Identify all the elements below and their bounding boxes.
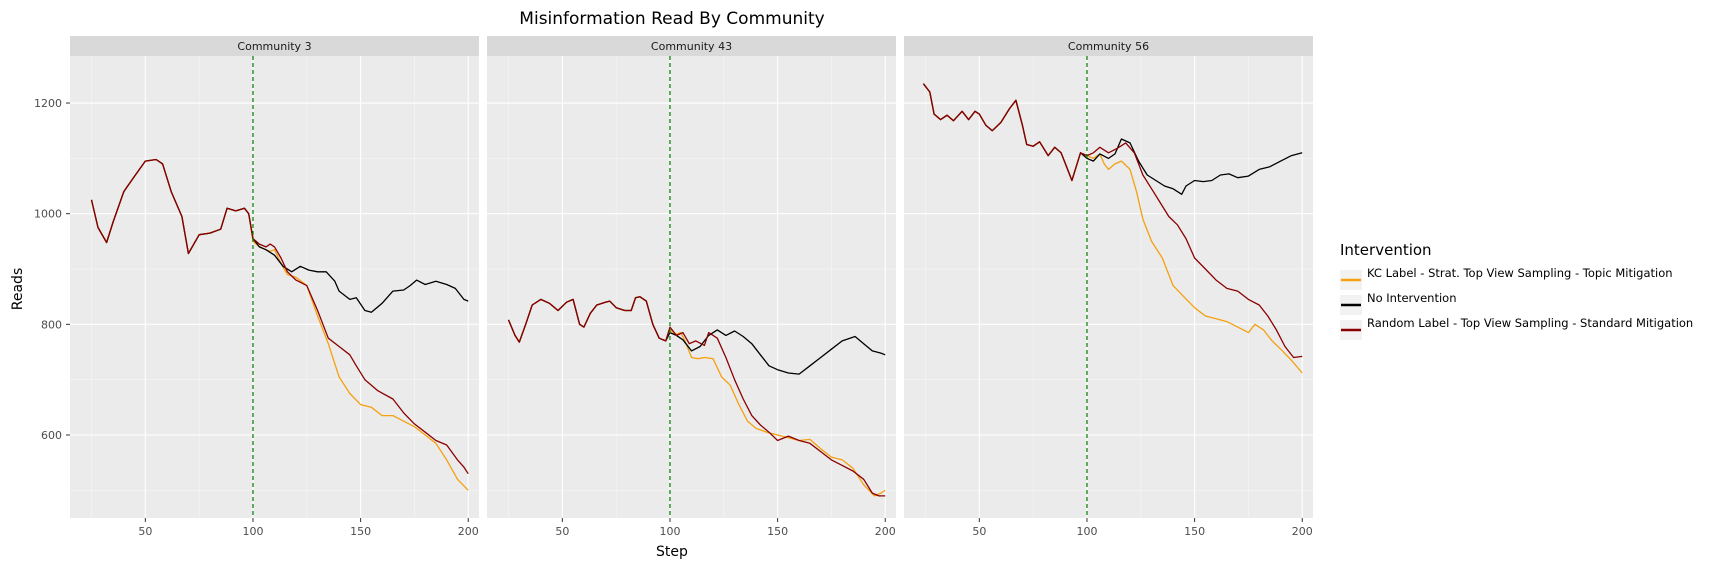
x-tick-label: 150	[1184, 525, 1205, 538]
x-tick-label: 100	[1076, 525, 1097, 538]
x-tick-label: 150	[767, 525, 788, 538]
facet-strip	[487, 36, 896, 56]
y-tick-label: 1000	[34, 208, 62, 221]
facet-panel: Community 56 50 100 150 200	[904, 36, 1313, 538]
legend: Intervention KC Label - Strat. Top View …	[1340, 241, 1693, 340]
x-tick-label: 150	[350, 525, 371, 538]
y-axis-label: Reads	[10, 268, 26, 310]
facet-strip-label: Community 56	[1068, 40, 1149, 53]
facet-panel: Community 43 50 100 150 200	[487, 36, 896, 538]
legend-item: No Intervention	[1340, 291, 1456, 315]
series-line	[922, 83, 1303, 359]
legend-label: Random Label - Top View Sampling - Stand…	[1367, 316, 1693, 330]
panel-background	[487, 56, 896, 518]
x-tick-label: 100	[242, 525, 263, 538]
facet-strip-label: Community 3	[237, 40, 311, 53]
x-tick-label: 200	[875, 525, 896, 538]
legend-item: Random Label - Top View Sampling - Stand…	[1340, 316, 1693, 340]
facet-strip	[70, 36, 479, 56]
x-tick-label: 50	[555, 525, 569, 538]
legend-item: KC Label - Strat. Top View Sampling - To…	[1340, 266, 1673, 290]
legend-label: No Intervention	[1367, 291, 1456, 305]
series-line	[507, 296, 886, 497]
facet-strip	[904, 36, 1313, 56]
x-tick-label: 100	[659, 525, 680, 538]
series-line	[90, 158, 469, 475]
facet-strip-label: Community 43	[651, 40, 732, 53]
x-tick-label: 50	[972, 525, 986, 538]
legend-label: KC Label - Strat. Top View Sampling - To…	[1367, 266, 1673, 280]
y-tick-label: 1200	[34, 97, 62, 110]
y-tick-label: 600	[41, 429, 62, 442]
x-tick-label: 200	[1292, 525, 1313, 538]
y-tick-label: 800	[41, 318, 62, 331]
x-axis-label: Step	[656, 544, 688, 560]
panel-background	[70, 56, 479, 518]
chart-title: Misinformation Read By Community	[519, 9, 824, 29]
facet-panel: Community 3 50 100 150 200	[70, 36, 479, 538]
legend-title: Intervention	[1340, 241, 1432, 259]
panel-background	[904, 56, 1313, 518]
x-tick-label: 200	[458, 525, 479, 538]
x-tick-label: 50	[138, 525, 152, 538]
